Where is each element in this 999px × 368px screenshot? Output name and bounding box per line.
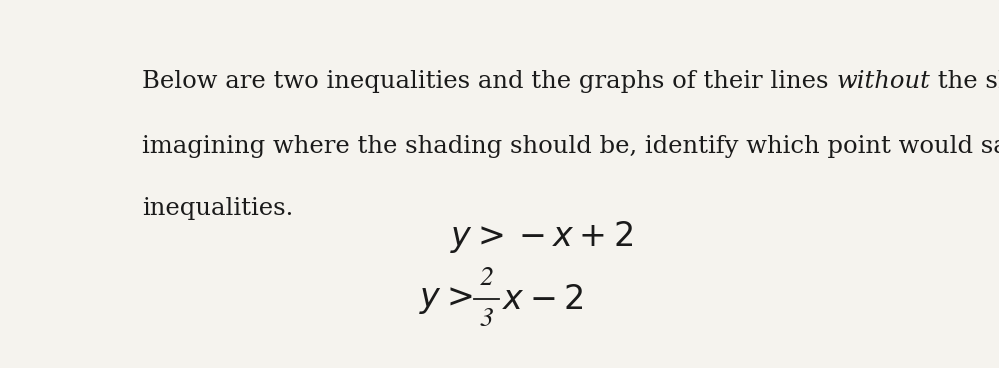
Text: imagining where the shading should be, identify which point would satisfy BOTH: imagining where the shading should be, i…	[142, 135, 999, 158]
Text: the shading. By: the shading. By	[930, 70, 999, 93]
Text: Below are two inequalities and the graphs of their lines: Below are two inequalities and the graph…	[142, 70, 836, 93]
Text: 3: 3	[480, 307, 494, 332]
Text: $x - 2$: $x - 2$	[501, 283, 583, 316]
Text: without: without	[836, 70, 930, 93]
Text: $y > -x + 2$: $y > -x + 2$	[450, 219, 633, 255]
Text: inequalities.: inequalities.	[142, 197, 293, 220]
Text: $y > $: $y > $	[420, 283, 473, 316]
Text: 2: 2	[480, 266, 494, 291]
